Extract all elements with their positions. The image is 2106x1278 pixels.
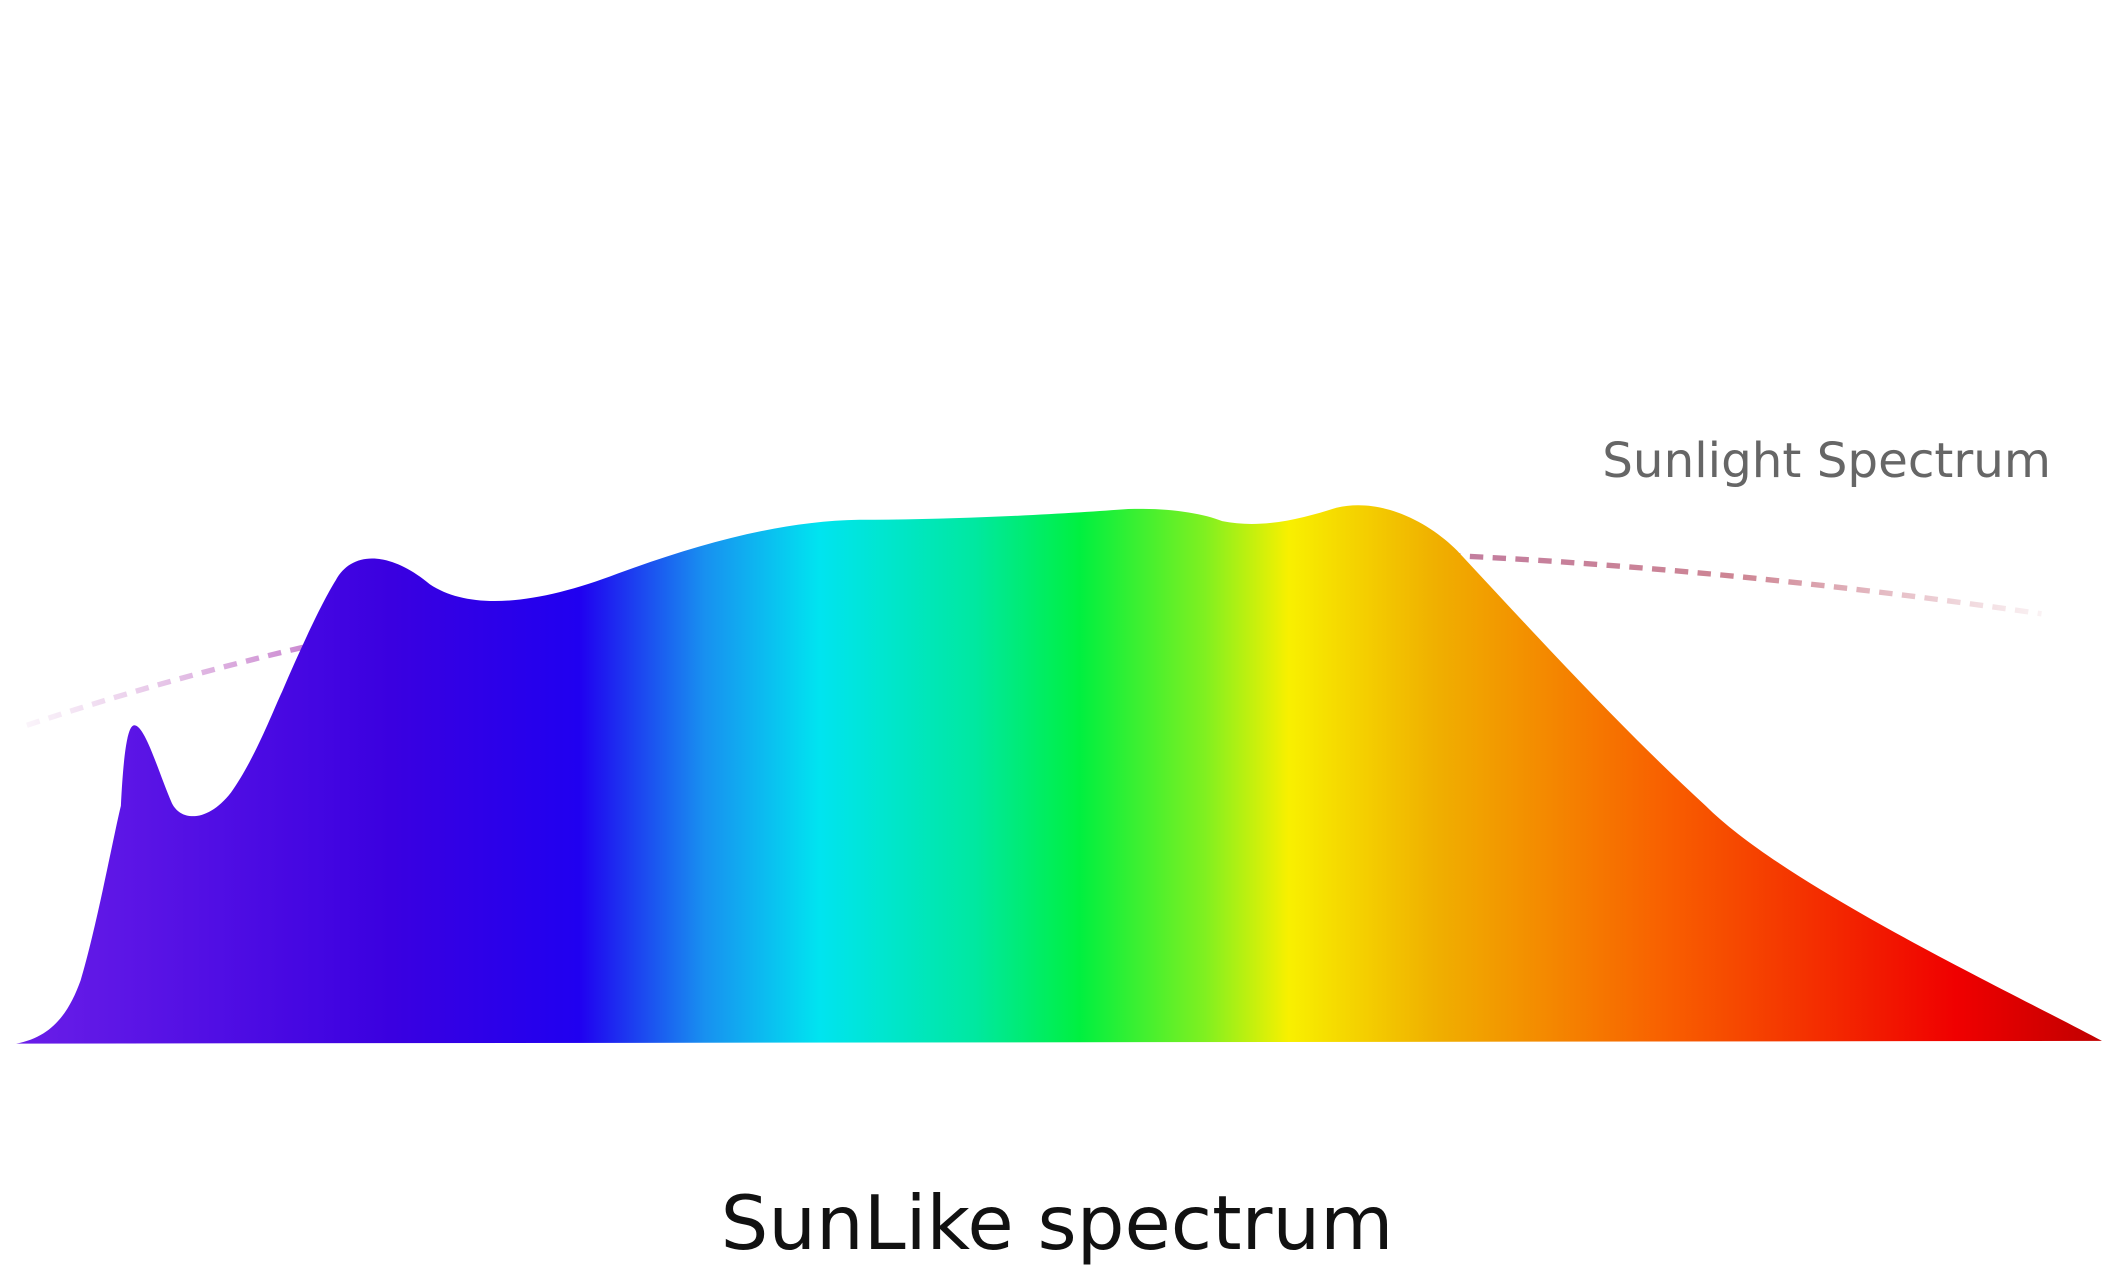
sunlike-spectrum-shape: [16, 505, 2102, 1044]
caption: SunLike spectrum: [721, 1179, 1394, 1267]
sunlight-label: Sunlight Spectrum: [1602, 433, 2051, 489]
